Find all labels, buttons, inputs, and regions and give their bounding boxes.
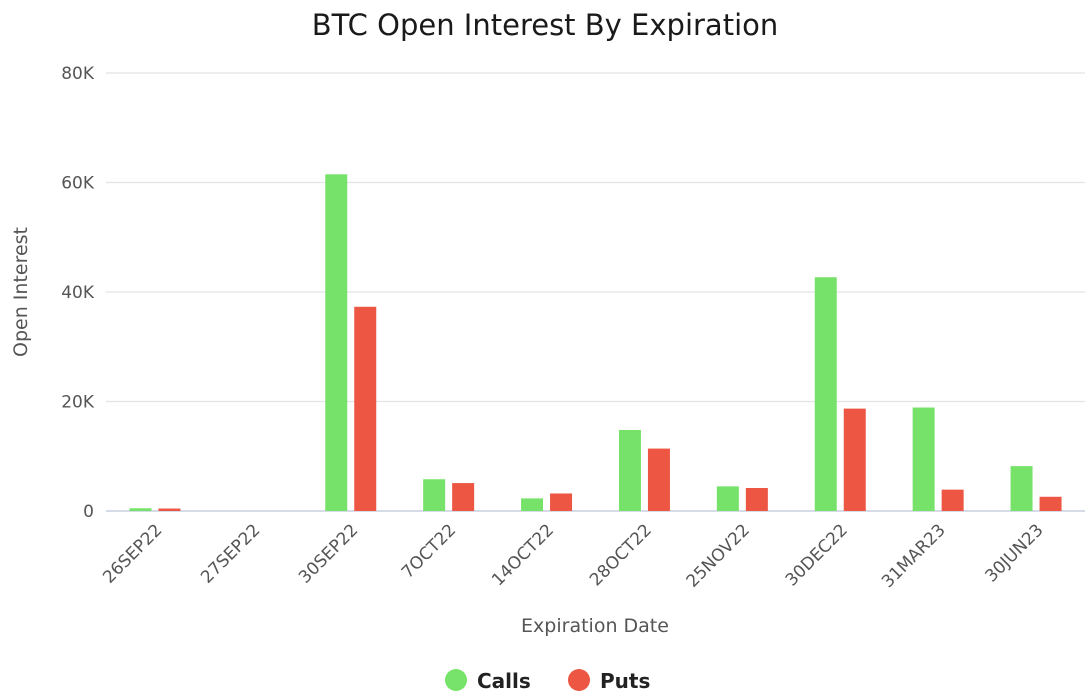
bar-calls[interactable] (129, 508, 152, 511)
bar-calls[interactable] (325, 174, 348, 511)
legend-label: Calls (477, 669, 531, 693)
bar-puts[interactable] (843, 408, 866, 511)
x-tick-label: 26SEP22 (99, 520, 166, 587)
legend: Calls Puts (445, 669, 650, 693)
bar-calls[interactable] (1010, 466, 1033, 511)
bar-puts[interactable] (354, 306, 377, 511)
bar-calls[interactable] (423, 479, 446, 511)
bar-calls[interactable] (618, 429, 641, 511)
x-axis-ticks: 26SEP22 27SEP22 30SEP22 7OCT22 14OCT22 28OCT2… (99, 520, 1047, 592)
bar-puts[interactable] (452, 483, 475, 511)
x-tick-label: 30JUN23 (982, 520, 1048, 586)
x-tick-label: 14OCT22 (488, 520, 558, 590)
x-tick-label: 31MAR23 (878, 520, 950, 592)
y-axis-ticks: 0 20K 40K 60K 80K (61, 64, 95, 522)
x-tick-label: 30DEC22 (782, 520, 852, 590)
bar-puts[interactable] (550, 493, 573, 511)
bar-puts[interactable] (941, 489, 964, 511)
x-axis-title: Expiration Date (521, 615, 669, 637)
x-tick-label: 25NOV22 (683, 520, 754, 591)
bar-puts[interactable] (745, 488, 768, 511)
legend-label: Puts (600, 669, 650, 693)
chart-title: BTC Open Interest By Expiration (312, 8, 779, 42)
y-tick-label: 40K (61, 283, 95, 303)
legend-item-calls[interactable]: Calls (445, 669, 531, 693)
bar-puts[interactable] (1039, 496, 1062, 511)
y-tick-label: 60K (61, 174, 95, 194)
bar-puts[interactable] (647, 448, 670, 511)
legend-item-puts[interactable]: Puts (568, 669, 650, 693)
bar-puts[interactable] (158, 508, 181, 511)
x-tick-label: 28OCT22 (586, 520, 656, 590)
x-tick-label: 7OCT22 (398, 520, 460, 582)
legend-marker (568, 669, 590, 691)
legend-marker (445, 669, 467, 691)
x-tick-label: 27SEP22 (197, 520, 264, 587)
y-tick-label: 0 (83, 502, 94, 522)
bar-calls[interactable] (912, 407, 935, 511)
bar-calls[interactable] (521, 498, 544, 511)
bar-calls[interactable] (716, 486, 739, 511)
gridlines (106, 72, 1085, 512)
y-tick-label: 80K (61, 64, 95, 84)
x-tick-label: 30SEP22 (295, 520, 362, 587)
y-tick-label: 20K (61, 393, 95, 413)
bars (129, 174, 1062, 511)
bar-calls[interactable] (814, 277, 837, 511)
y-axis-title: Open Interest (10, 227, 32, 357)
